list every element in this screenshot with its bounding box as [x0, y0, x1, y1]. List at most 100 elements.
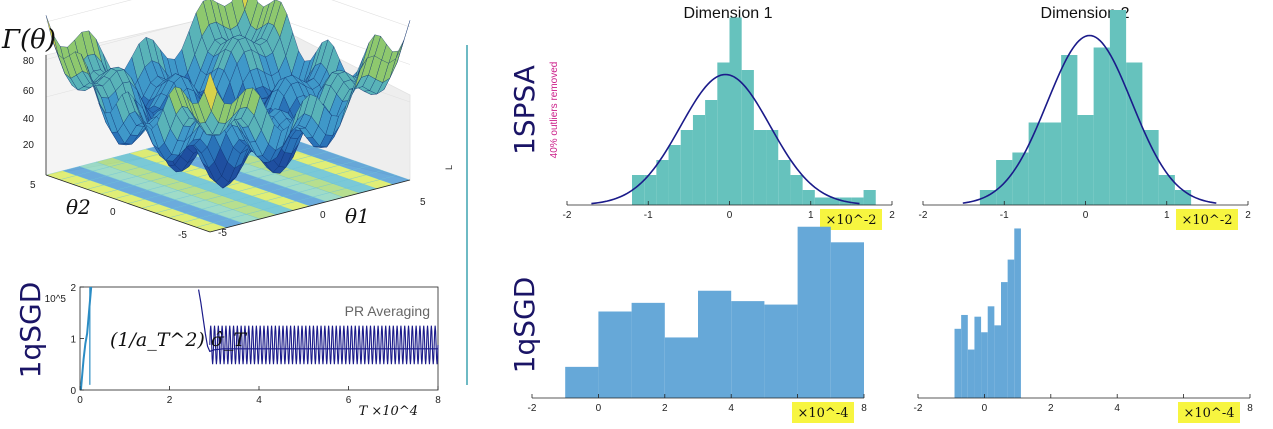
row-label-1qsgd: 1qSGD — [508, 277, 541, 374]
surface-mesh — [45, 0, 411, 189]
surface-panel: Γ(θ) 80 60 40 20 5 0 -5 -5 0 5 θ2 θ1 — [1, 0, 426, 241]
surface-gridline — [45, 0, 411, 28]
histogram-xtick-label: 0 — [727, 210, 733, 221]
histogram-bar — [692, 115, 706, 205]
histogram-bar — [1044, 122, 1062, 205]
histogram-bar — [753, 130, 767, 205]
normal-fit-curve — [591, 73, 860, 205]
histogram-bar — [851, 197, 864, 205]
histogram-bar — [717, 62, 730, 205]
trace-xlabel: T ×10^4 — [359, 404, 418, 419]
trace-legend-pr-averaging: PR Averaging — [345, 303, 430, 319]
trace-panel: 1qSGD 0 2 4 6 8 0 1 2 10^5 PR Averaging (1/a_T^… — [14, 282, 441, 419]
trace-ytick-label: 0 — [70, 386, 76, 397]
row-label-left-1qsgd: 1qSGD — [14, 282, 47, 379]
theta1-tick-0: 0 — [320, 210, 326, 221]
theta1-tick-5: 5 — [420, 197, 426, 208]
histogram-xtick-label: 8 — [1247, 403, 1253, 414]
outliers-annotation: 40% outliers removed — [549, 62, 560, 159]
axis-scale-label: ×10^-4 — [798, 406, 849, 421]
histogram-xtick-label: 4 — [1114, 403, 1120, 414]
trace-ticks: 0 2 4 6 8 0 1 2 — [70, 283, 441, 406]
z-tick-60: 60 — [23, 86, 35, 97]
histogram-bar — [741, 70, 754, 205]
histogram-bar — [1093, 47, 1110, 205]
histogram-xtick-label: -2 — [914, 403, 923, 414]
histogram-bar — [656, 160, 669, 205]
theta2-tick-5: 5 — [30, 180, 36, 191]
histogram-xtick-label: 0 — [982, 403, 988, 414]
histogram-xtick-label: -1 — [1000, 210, 1009, 221]
histogram-grid: Dimension 1 Dimension 2 1SPSA 40% outlie… — [508, 5, 1253, 423]
row-label-1spsa: 1SPSA — [508, 65, 541, 155]
histogram-xtick-label: -2 — [563, 210, 572, 221]
histogram-bar — [631, 302, 665, 398]
trace-series-initial — [79, 286, 93, 391]
histogram-bar — [961, 314, 968, 398]
surface-title: Γ(θ) — [1, 25, 56, 55]
histogram-xtick-label: -2 — [528, 403, 537, 414]
trace-plot-area — [79, 286, 439, 391]
histogram-xtick-label: 2 — [1245, 210, 1251, 221]
histogram-bar — [863, 190, 876, 205]
histogram-dim1-1qsgd: -202468×10^-4 — [528, 226, 867, 423]
trace-xtick-label: 0 — [77, 395, 83, 406]
theta2-tick-0: 0 — [110, 207, 116, 218]
theta1-label: θ1 — [345, 204, 370, 228]
histogram-bar — [1109, 10, 1127, 205]
histogram-bar — [1077, 115, 1094, 205]
histogram-bar — [1028, 122, 1045, 205]
histogram-bar — [729, 17, 742, 205]
column-title-dimension-2: Dimension 2 — [1041, 5, 1130, 22]
histogram-bar — [830, 242, 864, 398]
histogram-bar — [1001, 282, 1008, 398]
trace-xtick-label: 6 — [346, 395, 352, 406]
histogram-bar — [790, 175, 803, 205]
histogram-bar — [764, 304, 798, 398]
trace-y-multiplier: 10^5 — [45, 294, 67, 305]
histogram-xtick-label: 2 — [889, 210, 895, 221]
histogram-bar — [802, 190, 815, 205]
histogram-bar — [598, 311, 632, 398]
histogram-bar — [797, 226, 831, 398]
histogram-bar — [1158, 175, 1175, 205]
histogram-xtick-label: 2 — [662, 403, 668, 414]
column-title-dimension-1: Dimension 1 — [684, 5, 773, 22]
histogram-dim1-1spsa: -2 -1 0 1 2 ×10^-2 — [563, 17, 895, 230]
histogram-bar — [766, 130, 779, 205]
z-tick-20: 20 — [23, 140, 35, 151]
axis-scale-highlight — [820, 209, 882, 230]
histogram-bar — [644, 175, 657, 205]
histogram-bar — [967, 349, 975, 398]
histogram-bar — [705, 100, 718, 205]
histogram-bar — [1174, 190, 1192, 205]
surface-patch — [203, 71, 218, 112]
z-tick-40: 40 — [23, 114, 35, 125]
theta2-tick-minus5: -5 — [178, 230, 187, 241]
stray-mark: L — [444, 165, 454, 170]
histogram-bar — [1014, 228, 1021, 398]
histogram-bar — [954, 328, 962, 398]
histogram-bar — [1061, 55, 1078, 205]
histogram-xtick-label: 8 — [861, 403, 867, 414]
histogram-bar — [565, 366, 599, 398]
histogram-dim2-1qsgd: -202468×10^-4 — [914, 228, 1253, 423]
histogram-dim2-1spsa: -2 -1 0 1 2 ×10^-2 — [919, 10, 1251, 230]
histogram-bar — [680, 130, 693, 205]
axis-scale-highlight — [1178, 402, 1240, 423]
trace-ytick-label: 1 — [70, 335, 76, 346]
histogram-bar — [1142, 130, 1159, 205]
histogram-xtick-label: -2 — [919, 210, 928, 221]
trace-oscillation — [209, 325, 439, 365]
theta2-label: θ2 — [66, 195, 91, 219]
trace-xtick-label: 8 — [435, 395, 441, 406]
histogram-bar — [814, 197, 827, 205]
histogram-bar — [1007, 259, 1015, 398]
histogram-bar — [731, 301, 765, 398]
histogram-bar — [974, 316, 982, 398]
histogram-bar — [664, 337, 698, 398]
histogram-xtick-label: 0 — [596, 403, 602, 414]
histogram-bar — [698, 290, 732, 398]
histogram-xtick-label: -1 — [644, 210, 653, 221]
